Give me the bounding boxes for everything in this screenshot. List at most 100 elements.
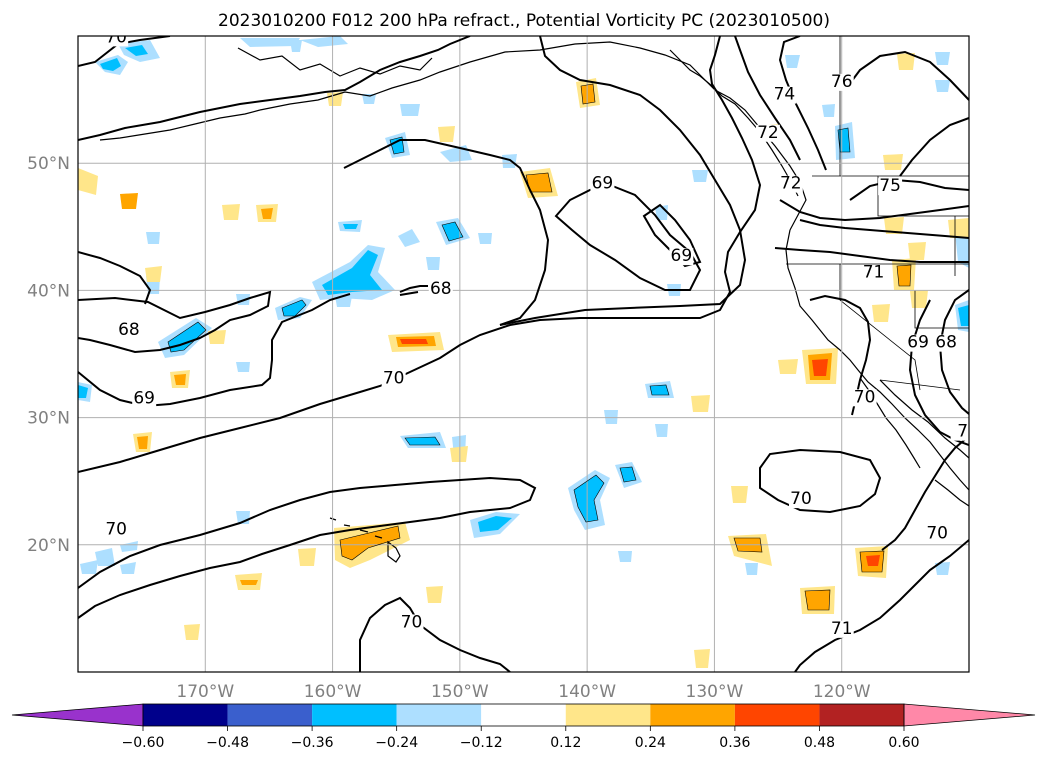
x-tick-label: 120°W xyxy=(813,682,871,702)
alaska-inner-coast xyxy=(237,47,433,77)
contour-label: 68 xyxy=(118,320,140,340)
contour-label-halo xyxy=(829,620,854,638)
x-tick-label: 150°W xyxy=(431,682,489,702)
contour-76-lower xyxy=(899,117,969,177)
y-tick-label: 30°N xyxy=(27,409,70,429)
contour-70-main xyxy=(78,36,762,473)
contour-label: 69 xyxy=(671,246,693,266)
aleutian-islands xyxy=(99,109,261,141)
contour-label: 75 xyxy=(879,176,901,196)
contour-label-halo xyxy=(829,73,854,91)
contour-68-east xyxy=(938,289,969,415)
colorbar: −0.60 −0.48 −0.36 −0.24 −0.12 0.12 0.24 0.36 0.4… xyxy=(11,703,1036,751)
contour-label-halo xyxy=(878,178,903,196)
contour-label: 68 xyxy=(430,279,452,299)
contour-70-east xyxy=(881,435,969,551)
mexico-coast xyxy=(934,479,969,507)
us-west-coast xyxy=(785,229,969,491)
contour-69-east xyxy=(908,299,969,446)
contour-label-halo xyxy=(116,321,141,339)
colorbar-segment xyxy=(481,704,566,726)
colorbar-tick-label: 0.48 xyxy=(804,735,835,751)
colorbar-segment xyxy=(565,704,651,726)
contour-70-lower xyxy=(78,476,537,619)
contour-label-halo xyxy=(861,264,886,282)
colorbar-segment xyxy=(819,704,904,726)
contour-69-ring xyxy=(499,36,747,326)
colorbar-tick-label: 0.12 xyxy=(550,735,581,751)
contour-71-south xyxy=(794,539,969,672)
contour-label: 72 xyxy=(780,174,802,194)
contour-label: 70 xyxy=(105,520,127,540)
contour-label: 70 xyxy=(926,523,948,543)
contour-75 xyxy=(849,178,969,201)
contour-69-left xyxy=(78,251,152,305)
contour-label-halo xyxy=(590,175,615,193)
contour-label: 69 xyxy=(133,389,155,409)
contour-label: 74 xyxy=(774,85,796,105)
contour-71-east xyxy=(809,294,872,416)
contour-label-halo xyxy=(428,281,453,299)
colorbar-tick-label: −0.24 xyxy=(375,735,418,751)
contour-69-small xyxy=(642,203,702,268)
contour-label-halo xyxy=(104,36,129,47)
contour-label: 69 xyxy=(592,174,614,194)
x-tick-label: 140°W xyxy=(558,682,616,702)
map-gridlines xyxy=(78,36,969,672)
colorbar-tick-label: −0.12 xyxy=(460,735,503,751)
colorbar-segment xyxy=(650,704,735,726)
contour-label-halo xyxy=(778,175,803,193)
contour-label-halo xyxy=(104,521,129,539)
chart-title: 2023010200 F012 200 hPa refract., Potent… xyxy=(218,11,830,31)
contour-label: 70 xyxy=(854,387,876,407)
contour-label-halo xyxy=(755,124,780,142)
contour-70-east-ring xyxy=(759,448,882,514)
contour-label: 70 xyxy=(790,489,812,509)
contour-label: 71 xyxy=(863,263,885,283)
alaska-coast xyxy=(259,41,807,231)
colorbar-extend-high xyxy=(903,703,1036,727)
contour-label: 70 xyxy=(401,612,423,632)
colorbar-segment xyxy=(227,704,313,726)
y-tick-label: 20°N xyxy=(27,536,70,556)
contour-label: 72 xyxy=(757,123,779,143)
contour-label-halo xyxy=(669,248,694,266)
political-borders xyxy=(786,36,969,391)
contour-north-pacific xyxy=(78,36,471,141)
contour-label: 70 xyxy=(105,27,127,47)
bc-coast-islands xyxy=(669,49,799,197)
x-tick-label: 130°W xyxy=(686,682,744,702)
contour-label-halo xyxy=(788,491,813,509)
contour-72-ring xyxy=(734,36,801,161)
contour-label: 7 xyxy=(957,422,968,442)
contour-label-halo xyxy=(925,525,950,543)
contour-label-halo xyxy=(399,614,424,632)
contour-68-small xyxy=(399,285,428,296)
contour-label-halo xyxy=(772,86,797,104)
y-tick-label: 50°N xyxy=(27,154,70,174)
colorbar-tick-label: 0.24 xyxy=(635,735,666,751)
contour-label-halo xyxy=(950,423,969,441)
x-tick-label: 170°W xyxy=(176,682,234,702)
coastlines xyxy=(99,41,969,563)
contour-label-halo xyxy=(381,370,406,388)
colorbar-tick-label: −0.48 xyxy=(206,735,249,751)
colorbar-tick-label: 0.36 xyxy=(719,735,750,751)
contour-label: 76 xyxy=(831,72,853,92)
colorbar-frame xyxy=(142,703,905,727)
contour-71-mid xyxy=(774,247,969,263)
colorbar-segment xyxy=(734,704,820,726)
contour-label: 69 xyxy=(907,333,929,353)
colorbar-segment xyxy=(396,704,482,726)
contour-69-lower xyxy=(78,293,351,408)
contour-label: 71 xyxy=(831,619,853,639)
contour-76 xyxy=(844,50,969,101)
contour-labels: 70 69 69 68 68 69 70 74 76 72 72 75 71 69 68 70 70 70 70 70… xyxy=(104,27,969,639)
colorbar-tick-label: 0.60 xyxy=(888,735,919,751)
gulf-of-california-coast xyxy=(879,379,969,459)
contour-68-left xyxy=(78,290,272,354)
y-tick-label: 40°N xyxy=(27,281,70,301)
pv-blob-outlines xyxy=(167,83,912,611)
contour-label: 68 xyxy=(935,333,957,353)
